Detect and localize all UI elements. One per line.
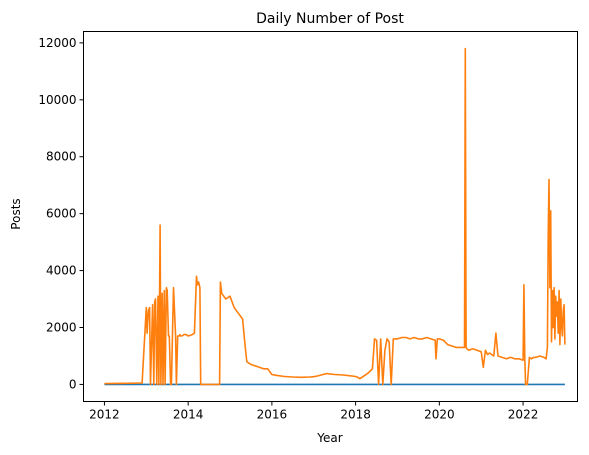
y-tick-label: 6000: [46, 207, 77, 221]
y-tick-label: 0: [69, 377, 77, 391]
x-axis-label: Year: [316, 431, 342, 445]
y-axis-label: Posts: [9, 198, 23, 229]
series-line-2: [104, 47, 566, 386]
series-layer: [104, 47, 566, 386]
x-tick-label: 2016: [257, 408, 288, 422]
x-tick-label: 2018: [340, 408, 371, 422]
y-tick-label: 10000: [38, 93, 76, 107]
y-tick-label: 2000: [46, 321, 77, 335]
y-tick-label: 12000: [38, 36, 76, 50]
x-tick-label: 2014: [173, 408, 204, 422]
chart-title: Daily Number of Post: [256, 11, 404, 27]
x-axis-ticks: 2012 2014 2016 2018 2020 2022: [89, 401, 539, 422]
x-tick-label: 2020: [424, 408, 455, 422]
x-tick-label: 2012: [89, 408, 120, 422]
y-tick-label: 4000: [46, 264, 77, 278]
x-tick-label: 2022: [508, 408, 539, 422]
y-axis-ticks: 0 2000 4000 6000 8000 10000 12000: [38, 36, 84, 391]
plot-frame: [83, 31, 578, 402]
y-tick-label: 8000: [46, 150, 77, 164]
